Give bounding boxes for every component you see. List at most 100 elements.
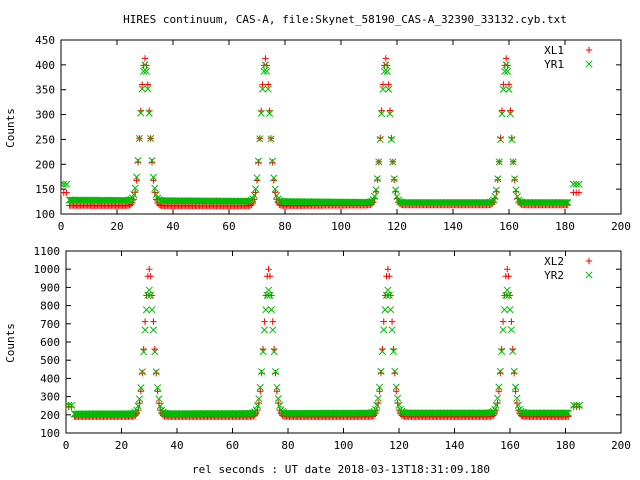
- data-point: [505, 81, 513, 88]
- y-tick-label: 400: [40, 372, 60, 385]
- legend-label: XL2: [544, 255, 564, 268]
- data-point: [376, 383, 384, 391]
- data-point: [260, 326, 268, 334]
- x-tick-label: 120: [389, 439, 409, 452]
- data-point: [246, 409, 255, 417]
- data-point: [137, 388, 145, 395]
- data-point: [382, 291, 391, 299]
- data-point: [254, 157, 262, 165]
- data-point: [374, 176, 381, 184]
- panel-top: 0 20 40 60 80 100 120 140 160 180 200 100 150 200 250 3…: [4, 34, 631, 233]
- data-point: [260, 67, 268, 75]
- data-point: [133, 406, 141, 414]
- data-point: [66, 401, 70, 409]
- plot-frame: [60, 39, 622, 215]
- data-point: [271, 185, 279, 193]
- data-point: [382, 61, 390, 69]
- data-point: [383, 67, 391, 75]
- data-point: [131, 184, 139, 192]
- data-point: [130, 190, 138, 199]
- data-point: [139, 369, 146, 377]
- data-point: [493, 394, 502, 402]
- data-point: [250, 191, 258, 199]
- data-point: [152, 369, 160, 377]
- data-point: [379, 81, 387, 88]
- data-point: [135, 395, 144, 403]
- y-tick-label: 300: [40, 391, 60, 404]
- data-point: [145, 286, 153, 294]
- data-point: [137, 109, 145, 117]
- x-tick-label: 200: [611, 220, 631, 233]
- data-point: [273, 388, 281, 395]
- data-point: [499, 85, 507, 93]
- data-point: [243, 197, 251, 205]
- data-point: [263, 291, 271, 299]
- legend-label: XL1: [544, 44, 564, 57]
- data-point: [575, 401, 583, 409]
- data-point: [372, 410, 379, 417]
- data-point: [380, 326, 388, 334]
- data-point: [512, 186, 520, 194]
- data-point: [495, 158, 503, 166]
- data-point: [386, 107, 394, 114]
- data-point: [561, 199, 569, 207]
- data-point: [509, 158, 517, 166]
- y-tick-label: 1000: [34, 263, 61, 276]
- data-point: [364, 198, 372, 206]
- data-point: [500, 81, 507, 88]
- x-tick-label: 160: [500, 439, 520, 452]
- data-point: [133, 177, 140, 184]
- data-point: [123, 196, 131, 204]
- data-point: [385, 85, 393, 93]
- data-point: [374, 399, 382, 407]
- data-point: [508, 318, 515, 325]
- data-point: [139, 81, 146, 88]
- data-point: [391, 176, 398, 183]
- data-point: [252, 406, 260, 414]
- data-point: [381, 306, 389, 314]
- data-point: [151, 189, 158, 196]
- data-point: [573, 401, 581, 409]
- data-point: [491, 192, 499, 201]
- legend-label: YR1: [544, 58, 564, 71]
- data-point: [146, 266, 153, 273]
- x-tick-label: 60: [226, 439, 239, 452]
- y-tick-label: 200: [35, 158, 55, 171]
- data-point: [575, 189, 583, 196]
- x-tick-label: 180: [556, 439, 576, 452]
- data-point: [144, 291, 152, 299]
- data-point: [392, 383, 400, 391]
- data-point: [270, 348, 278, 356]
- data-point: [275, 399, 282, 407]
- legend-marker: [585, 257, 593, 265]
- data-point: [510, 367, 518, 375]
- data-point: [269, 318, 276, 325]
- data-point: [141, 326, 149, 334]
- data-point: [505, 273, 512, 280]
- data-point: [511, 383, 520, 391]
- x-tick-label: 140: [445, 439, 465, 452]
- data-point: [373, 401, 381, 409]
- data-point: [514, 401, 522, 409]
- data-point: [507, 107, 514, 114]
- data-point: [253, 174, 261, 182]
- data-point: [371, 192, 379, 200]
- data-point: [256, 383, 264, 392]
- x-tick-label: 160: [499, 220, 519, 233]
- data-point: [374, 394, 382, 402]
- data-point: [394, 399, 401, 407]
- data-point: [506, 110, 514, 118]
- data-point: [138, 368, 146, 376]
- data-point: [500, 306, 509, 314]
- data-point: [271, 368, 280, 376]
- x-tick-label: 0: [58, 220, 65, 233]
- data-point: [393, 388, 400, 395]
- data-point: [255, 159, 262, 166]
- series-XL2: [66, 266, 583, 420]
- y-tick-label: 300: [35, 109, 55, 122]
- data-point: [256, 135, 264, 143]
- y-tick-label: 100: [35, 208, 55, 221]
- data-point: [127, 410, 135, 418]
- data-point: [375, 158, 383, 166]
